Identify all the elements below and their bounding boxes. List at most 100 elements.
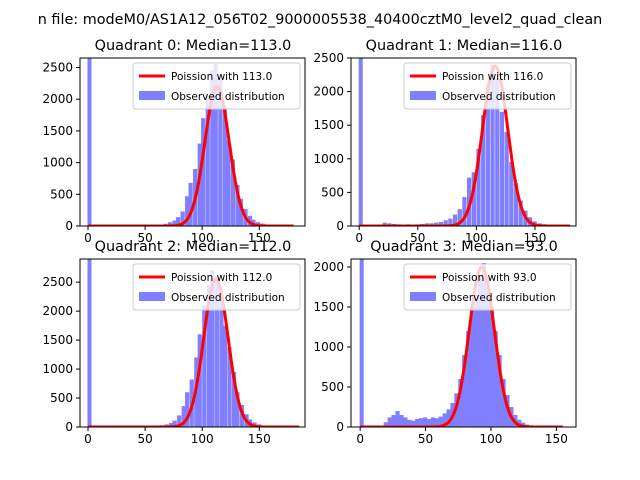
legend-box [403,62,572,110]
axes-frame [350,57,577,227]
panel-title: Quadrant 0: Median=113.0 [95,38,292,54]
histogram-bar [197,143,202,226]
histogram-bar [387,417,392,427]
histogram-bar [399,415,404,427]
histogram-bar [391,415,396,427]
histogram-bar [504,131,509,226]
histogram-bar [415,419,420,427]
y-tick-label: 2500 [42,275,73,289]
axes-frame [79,258,306,428]
axes-frame [350,258,577,428]
histogram-bar [218,77,223,226]
y-tick-label: 1000 [42,362,73,376]
histogram-bar [181,406,186,427]
panel-title: Quadrant 2: Median=112.0 [95,239,292,255]
histogram-bar [213,64,218,226]
histogram-bar [227,347,232,427]
x-tick-label: 50 [418,432,433,446]
y-tick-label: 2000 [42,92,73,106]
histogram-bar [188,182,193,226]
histogram-bar [462,197,467,226]
histogram-bar [419,418,424,427]
plot-area [359,259,564,427]
y-tick-label: 500 [321,380,344,394]
histogram-bar [172,220,177,226]
x-tick-label: 0 [356,432,364,446]
histogram-bar [442,413,447,427]
histogram-bar [499,111,505,226]
histogram-bar [495,78,500,226]
histogram-bar [230,159,235,226]
histogram-bar [448,218,453,226]
histogram-bar [518,200,523,226]
panel-quadrant-3: Quadrant 3: Median=93.0 0 50 100 1500500100… [313,239,577,446]
x-tick-label: 50 [137,231,152,245]
legend-hist-swatch [139,91,165,100]
histogram-spike-bar [358,58,363,226]
histogram-bar [426,419,432,427]
x-tick-label: 100 [191,432,214,446]
x-tick-label: 150 [248,432,271,446]
histogram-bar [430,417,435,427]
legend-label-fit: Poission with 113.0 [171,71,272,83]
x-tick-label: 0 [84,231,92,245]
histogram-bar [476,148,481,226]
y-tick-label: 1500 [42,124,73,138]
histogram-bar [167,222,173,226]
y-tick-label: 1500 [313,118,344,132]
legend: Poission with 112.0 Observed distribution [132,263,301,311]
y-tick-label: 2500 [42,61,73,75]
histogram-bar [185,196,190,226]
histogram-bar [481,115,486,226]
histogram-bar [452,214,458,226]
y-tick-label: 0 [65,420,73,434]
y-tick-label: 1500 [313,300,344,314]
y-tick-label: 0 [336,219,344,233]
histogram-spike-bar [87,58,92,226]
axes-frame [79,57,306,227]
histogram-bar [443,220,448,226]
histogram-spike-bar [87,259,92,427]
y-tick-label: 1000 [313,152,344,166]
y-tick-label: 1000 [42,156,73,170]
poisson-fit-line [358,64,572,226]
legend-hist-swatch [410,292,436,301]
histogram-bar [238,198,243,226]
histogram-bar [251,219,256,226]
x-tick-label: 50 [410,231,425,245]
x-tick-label: 100 [191,231,214,245]
histogram-bar [501,379,506,427]
panel-title: Quadrant 3: Median=93.0 [370,239,558,255]
legend-label-hist: Observed distribution [442,292,556,304]
figure-suptitle: n file: modeM0/AS1A12_056T02_9000005538_… [38,12,603,28]
x-tick-label: 150 [545,432,568,446]
x-tick-label: 50 [137,432,152,446]
histogram-bar [477,275,483,427]
y-tick-label: 0 [336,420,344,434]
histogram-bar [438,221,444,226]
histogram-bar [235,392,240,427]
histogram-bar [489,307,494,427]
x-tick-label: 0 [355,231,363,245]
legend-box [403,263,572,311]
y-tick-label: 2000 [42,304,73,318]
legend: Poission with 116.0 Observed distribution [403,62,572,110]
histogram-bar [210,270,215,427]
y-tick-label: 2000 [313,260,344,274]
histogram-bar [231,371,237,427]
histogram-bar [481,263,486,427]
x-tick-label: 100 [465,231,488,245]
panel-title: Quadrant 1: Median=116.0 [366,38,563,54]
histogram-bar [407,419,412,427]
histogram-bar [169,422,174,427]
histogram-bar [513,182,519,226]
histogram-bar [222,108,227,226]
legend: Poission with 113.0 Observed distribution [132,62,301,110]
histogram-bar [458,379,463,427]
y-tick-label: 500 [50,391,73,405]
histogram-bar [235,184,240,226]
histogram-bar [180,211,185,226]
legend-label-hist: Observed distribution [171,292,285,304]
histogram-bar [382,222,387,226]
